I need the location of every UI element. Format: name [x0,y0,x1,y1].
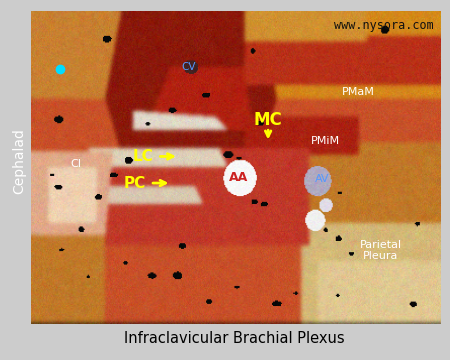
Text: CI: CI [70,159,81,169]
Text: MC: MC [254,111,283,129]
Text: Cephalad: Cephalad [12,128,26,194]
Text: LC: LC [133,149,153,164]
Text: PMaM: PMaM [342,87,375,97]
Text: PC: PC [124,176,146,190]
Text: CV: CV [181,62,195,72]
Text: AV: AV [315,174,329,184]
Text: Parietal
Pleura: Parietal Pleura [360,240,402,261]
Text: AA: AA [229,171,248,184]
Text: www.nysora.com: www.nysora.com [334,19,434,32]
Text: Infraclavicular Brachial Plexus: Infraclavicular Brachial Plexus [124,331,344,346]
Text: PMiM: PMiM [311,136,340,146]
